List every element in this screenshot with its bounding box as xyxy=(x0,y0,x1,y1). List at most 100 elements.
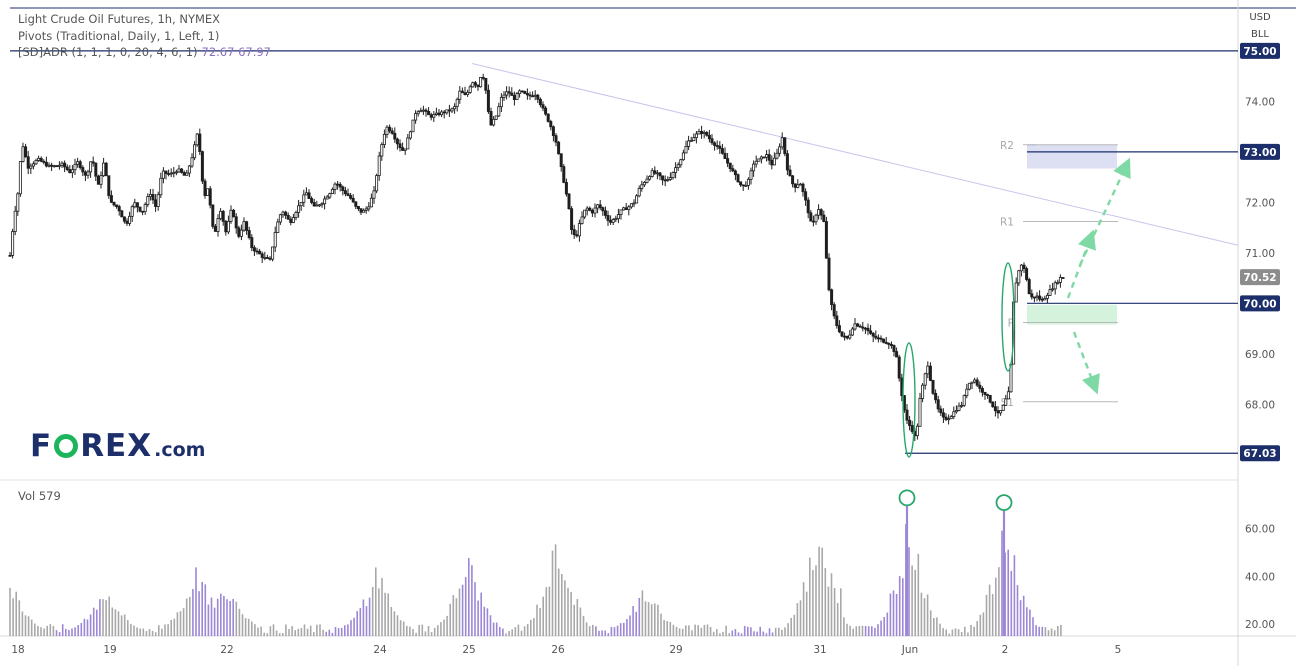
candle[interactable] xyxy=(34,158,38,165)
candle[interactable] xyxy=(1027,277,1031,295)
candle[interactable] xyxy=(588,206,592,212)
candle[interactable] xyxy=(343,186,347,197)
legend-pivots-line[interactable]: Pivots (Traditional, Daily, 1, Left, 1) xyxy=(18,28,220,43)
candle[interactable] xyxy=(869,324,873,335)
candle[interactable] xyxy=(486,84,490,114)
candle[interactable] xyxy=(42,159,46,165)
candle[interactable] xyxy=(13,205,17,236)
candle[interactable] xyxy=(525,88,529,100)
candle[interactable] xyxy=(364,206,368,214)
candle[interactable] xyxy=(302,189,306,207)
candle[interactable] xyxy=(299,201,303,211)
candle[interactable] xyxy=(70,165,74,178)
candle[interactable] xyxy=(414,110,418,124)
candle[interactable] xyxy=(115,204,119,209)
candle[interactable] xyxy=(330,187,334,195)
candle[interactable] xyxy=(1056,279,1060,285)
candle[interactable] xyxy=(619,209,623,220)
candle[interactable] xyxy=(55,165,59,168)
candle[interactable] xyxy=(320,202,324,208)
candle[interactable] xyxy=(965,383,969,399)
candle[interactable] xyxy=(923,372,927,390)
candle[interactable] xyxy=(627,205,631,216)
candle[interactable] xyxy=(957,402,961,412)
candle[interactable] xyxy=(1043,295,1047,301)
candle[interactable] xyxy=(635,194,639,204)
candle[interactable] xyxy=(915,423,919,440)
candle[interactable] xyxy=(632,199,636,208)
candle[interactable] xyxy=(837,320,841,334)
candle[interactable] xyxy=(772,152,776,166)
candle[interactable] xyxy=(351,194,355,204)
candle[interactable] xyxy=(718,141,722,154)
candle[interactable] xyxy=(775,148,779,160)
candle[interactable] xyxy=(284,210,288,219)
candle[interactable] xyxy=(583,209,587,220)
candle[interactable] xyxy=(362,208,366,213)
candle[interactable] xyxy=(967,382,971,391)
candle[interactable] xyxy=(1051,282,1055,292)
candle[interactable] xyxy=(983,391,987,400)
candle[interactable] xyxy=(536,93,540,104)
candle[interactable] xyxy=(250,234,254,252)
candle[interactable] xyxy=(593,203,597,218)
candle[interactable] xyxy=(692,133,696,142)
candle[interactable] xyxy=(271,246,275,262)
candle[interactable] xyxy=(562,164,566,184)
candle[interactable] xyxy=(538,97,542,108)
candle[interactable] xyxy=(375,173,379,194)
candle[interactable] xyxy=(705,131,709,137)
candle[interactable] xyxy=(603,206,607,219)
candle[interactable] xyxy=(895,347,899,358)
candle[interactable] xyxy=(354,201,358,210)
candle[interactable] xyxy=(276,218,280,233)
candle[interactable] xyxy=(109,190,113,204)
candle[interactable] xyxy=(572,224,576,239)
candle[interactable] xyxy=(234,213,238,234)
candle[interactable] xyxy=(297,199,301,218)
candle[interactable] xyxy=(432,111,436,122)
candle[interactable] xyxy=(453,103,457,114)
candle[interactable] xyxy=(806,197,810,219)
candle[interactable] xyxy=(406,134,410,150)
candle[interactable] xyxy=(557,140,561,155)
candle[interactable] xyxy=(658,172,662,181)
candle[interactable] xyxy=(258,248,262,255)
candle[interactable] xyxy=(783,137,787,157)
candle[interactable] xyxy=(317,204,321,208)
candle[interactable] xyxy=(801,182,805,197)
candle[interactable] xyxy=(687,135,691,151)
candle[interactable] xyxy=(832,302,836,320)
legend-adr-line[interactable]: [SD]ADR (1, 1, 1, 0, 20, 4, 6, 1) 72.67 6… xyxy=(18,44,271,61)
candle[interactable] xyxy=(874,330,878,340)
candle[interactable] xyxy=(892,344,896,357)
candle[interactable] xyxy=(546,113,550,123)
candle[interactable] xyxy=(68,165,72,174)
candle[interactable] xyxy=(294,210,298,221)
candle[interactable] xyxy=(908,415,912,431)
candle[interactable] xyxy=(949,414,953,420)
candle[interactable] xyxy=(411,119,415,133)
candle[interactable] xyxy=(606,210,610,226)
volume-legend[interactable]: Vol 579 xyxy=(18,489,61,503)
candle[interactable] xyxy=(827,253,831,292)
candle[interactable] xyxy=(887,342,891,350)
candle[interactable] xyxy=(739,181,743,187)
candle[interactable] xyxy=(96,174,100,185)
candle[interactable] xyxy=(1048,284,1052,296)
candle[interactable] xyxy=(642,180,646,188)
candle[interactable] xyxy=(403,148,407,155)
candle[interactable] xyxy=(91,156,95,167)
candle[interactable] xyxy=(499,93,503,112)
candle[interactable] xyxy=(694,131,698,144)
candle[interactable] xyxy=(822,210,826,223)
candle[interactable] xyxy=(424,108,428,117)
candle[interactable] xyxy=(559,153,563,172)
candle[interactable] xyxy=(133,198,137,209)
candle[interactable] xyxy=(1017,269,1021,286)
candle[interactable] xyxy=(541,101,545,112)
candle[interactable] xyxy=(323,195,327,210)
candle[interactable] xyxy=(804,188,808,206)
candle[interactable] xyxy=(980,386,984,397)
candle[interactable] xyxy=(884,336,888,345)
